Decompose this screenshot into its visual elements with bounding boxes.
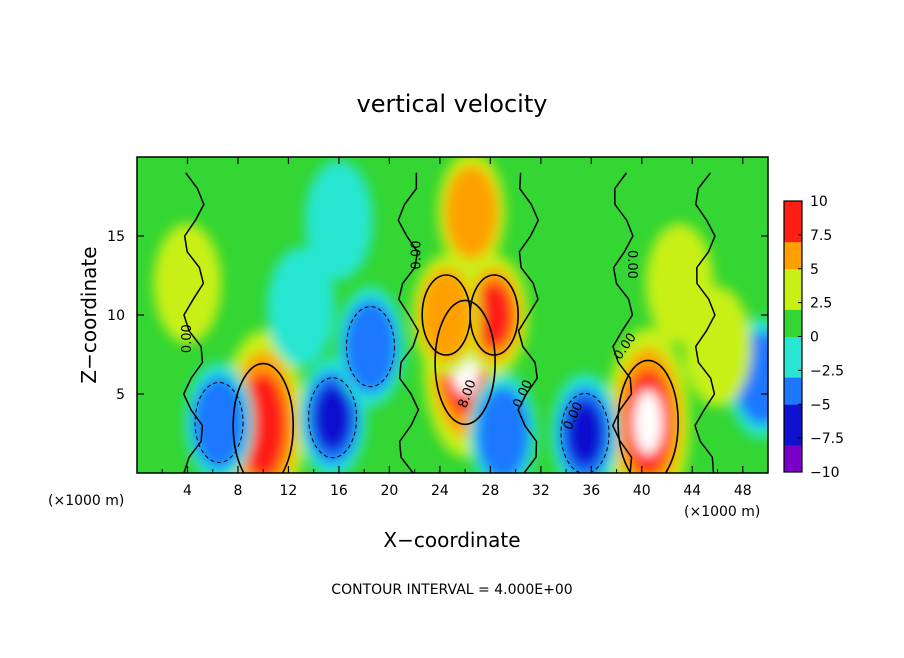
y-tick-label: 5 <box>116 387 125 403</box>
colorbar-tick-label: −5 <box>810 397 831 413</box>
field-cell <box>185 362 254 473</box>
colorbar-swatch <box>784 282 802 297</box>
colorbar-swatch <box>784 268 802 283</box>
colorbar-swatch <box>784 201 802 216</box>
contour-lines <box>182 172 716 473</box>
colorbar-tick-label: 5 <box>810 262 819 278</box>
y-tick-label: 15 <box>107 229 125 245</box>
colorbar: 10 7.5 5 2.5 0 −2.5 −5 −7.5 −10 <box>783 194 844 481</box>
colorbar-swatch <box>784 431 802 446</box>
zero-contour <box>611 172 634 473</box>
zero-contour <box>694 172 716 473</box>
plot-area <box>137 157 768 473</box>
field-level <box>633 390 663 455</box>
colorbar-swatch <box>784 214 802 229</box>
colorbar-swatch <box>784 336 802 351</box>
field-level <box>192 375 246 470</box>
colorbar-swatch <box>784 295 802 310</box>
field-cell <box>551 373 619 473</box>
colorbar-tick-label: −10 <box>810 465 840 481</box>
x-tick-label: 40 <box>633 483 651 499</box>
field-level <box>153 223 222 344</box>
x-tick-label: 8 <box>233 483 242 499</box>
colorbar-tick-label: −7.5 <box>810 431 844 447</box>
field-level <box>475 281 514 349</box>
field-cell <box>606 327 691 473</box>
colorbar-swatch <box>784 228 802 243</box>
colorbar-swatch <box>784 417 802 432</box>
field-level <box>304 160 373 281</box>
colorbar-swatch <box>784 377 802 392</box>
field-level <box>313 384 352 452</box>
zero-contour <box>182 172 205 473</box>
field-cell <box>336 286 405 407</box>
x-tick-label: 32 <box>532 483 550 499</box>
field-level <box>239 372 287 473</box>
contour-line <box>232 362 294 473</box>
colorbar-swatch <box>784 458 802 473</box>
x-tick-label: 44 <box>683 483 701 499</box>
y-axis-title: Z−coordinate <box>77 246 101 383</box>
colorbar-swatch <box>784 404 802 419</box>
field-cell <box>153 223 222 344</box>
field-level <box>267 247 336 368</box>
contour-label: 0.00 <box>410 240 425 269</box>
x-tick-label: 36 <box>582 483 600 499</box>
colorbar-swatch <box>784 255 802 270</box>
field-cell <box>304 160 373 281</box>
field-cell <box>267 247 336 368</box>
x-tick-label: 16 <box>330 483 348 499</box>
x-unit-label-left: (×1000 m) <box>48 493 124 509</box>
contour-label: 0.00 <box>180 324 195 353</box>
colorbar-swatch <box>784 444 802 459</box>
x-tick-label: 48 <box>734 483 752 499</box>
contour-interval-note: CONTOUR INTERVAL = 4.000E+00 <box>331 582 572 598</box>
colorbar-tick-label: 2.5 <box>810 296 832 312</box>
x-unit-label-right: (×1000 m) <box>684 504 760 520</box>
colorbar-swatch <box>784 390 802 405</box>
field-cell <box>468 373 537 473</box>
field-cell <box>437 157 506 273</box>
x-axis-title: X−coordinate <box>383 528 520 552</box>
field-level <box>444 165 498 260</box>
colorbar-tick-label: 7.5 <box>810 228 832 244</box>
field-cell <box>221 330 306 473</box>
field-level <box>343 299 397 394</box>
zero-contour <box>397 172 420 473</box>
contour-line <box>345 306 395 388</box>
colorbar-swatch <box>784 350 802 365</box>
x-tick-label: 4 <box>183 483 192 499</box>
colorbar-tick-label: −2.5 <box>810 363 844 379</box>
contour-line <box>308 377 358 459</box>
x-tick-label: 12 <box>280 483 298 499</box>
zero-contour <box>517 172 540 473</box>
y-axis: 5 10 15 <box>107 229 768 403</box>
colorbar-swatch <box>784 322 802 337</box>
colorbar-swatch <box>784 309 802 324</box>
contour-line <box>617 359 679 473</box>
y-tick-label: 10 <box>107 308 125 324</box>
x-tick-label: 20 <box>380 483 398 499</box>
chart-title: vertical velocity <box>357 90 548 118</box>
field-level <box>565 399 605 468</box>
velocity-field <box>153 157 768 473</box>
x-tick-label: 24 <box>431 483 449 499</box>
field-level <box>683 286 752 407</box>
field-level <box>476 386 530 473</box>
x-tick-label: 28 <box>481 483 499 499</box>
contour-line <box>194 381 244 463</box>
colorbar-tick-label: 10 <box>810 194 828 210</box>
contour-line <box>560 393 610 473</box>
colorbar-tick-label: 0 <box>810 330 819 346</box>
contour-label: 0.00 <box>624 250 639 279</box>
contour-line <box>434 299 496 426</box>
contour-line <box>421 274 471 356</box>
colorbar-swatch <box>784 363 802 378</box>
x-axis: 4 8 12 16 20 24 28 32 36 40 44 48 <box>161 157 752 499</box>
field-cell <box>460 255 529 375</box>
field-cell <box>683 286 752 407</box>
colorbar-swatch <box>784 241 802 256</box>
